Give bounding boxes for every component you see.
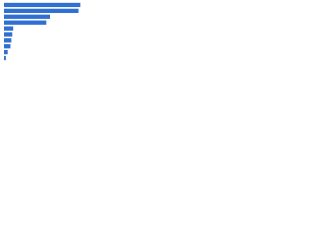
chart — [4, 2, 81, 61]
bar — [4, 38, 12, 43]
bar — [4, 55, 6, 61]
page: {"chart_data": {"type": "bar", "orientat… — [0, 0, 100, 71]
bar — [4, 14, 50, 19]
bar — [4, 26, 14, 31]
bar — [4, 32, 13, 37]
bar — [4, 2, 81, 8]
bar — [4, 8, 79, 13]
bar — [4, 44, 11, 49]
bar — [4, 20, 47, 25]
bar — [4, 50, 8, 55]
